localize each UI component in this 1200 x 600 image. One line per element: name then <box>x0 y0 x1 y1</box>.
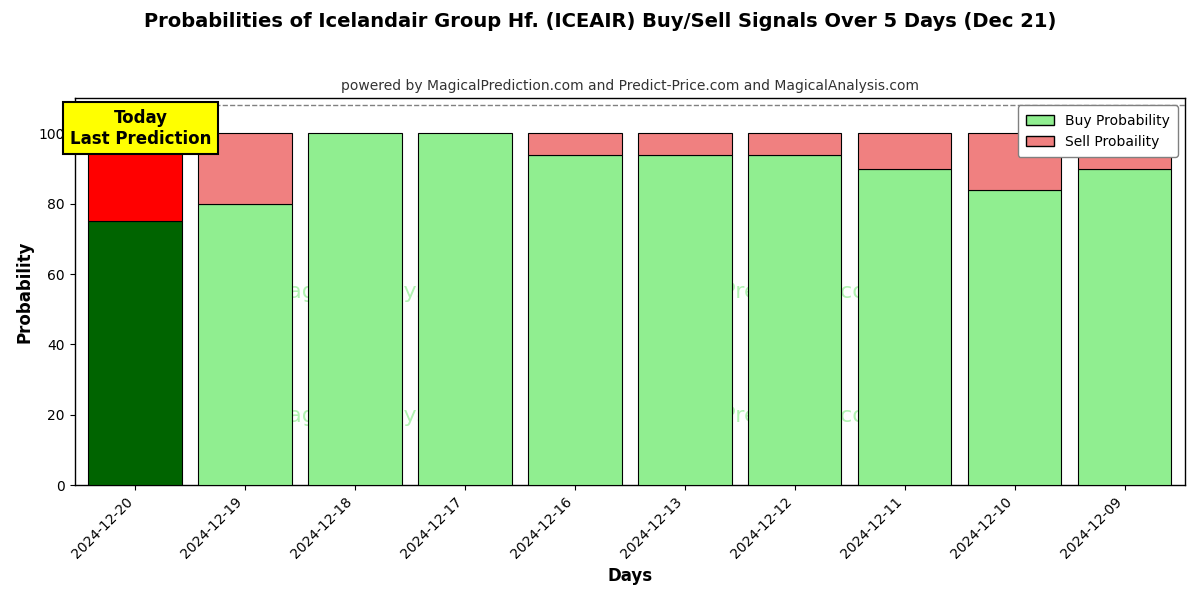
Y-axis label: Probability: Probability <box>16 241 34 343</box>
Bar <box>89 133 182 221</box>
Text: MagicalPrediction.com: MagicalPrediction.com <box>638 282 888 302</box>
Text: Today
Last Prediction: Today Last Prediction <box>70 109 211 148</box>
Text: MagicalAnalysis.com: MagicalAnalysis.com <box>270 406 502 425</box>
Bar <box>419 133 511 485</box>
Bar <box>528 133 622 155</box>
Bar <box>858 169 952 485</box>
Text: MagicalAnalysis.com: MagicalAnalysis.com <box>270 282 502 302</box>
Bar <box>198 133 292 204</box>
Bar <box>89 221 182 485</box>
Bar <box>198 204 292 485</box>
Bar <box>968 190 1061 485</box>
Bar <box>638 133 732 155</box>
Text: Probabilities of Icelandair Group Hf. (ICEAIR) Buy/Sell Signals Over 5 Days (Dec: Probabilities of Icelandair Group Hf. (I… <box>144 12 1056 31</box>
Bar <box>748 133 841 155</box>
Bar <box>1078 133 1171 169</box>
Bar <box>528 155 622 485</box>
Legend: Buy Probability, Sell Probaility: Buy Probability, Sell Probaility <box>1018 105 1178 157</box>
Bar <box>1078 169 1171 485</box>
X-axis label: Days: Days <box>607 567 653 585</box>
Bar <box>638 155 732 485</box>
Title: powered by MagicalPrediction.com and Predict-Price.com and MagicalAnalysis.com: powered by MagicalPrediction.com and Pre… <box>341 79 919 93</box>
Bar <box>968 133 1061 190</box>
Bar <box>308 133 402 485</box>
Text: MagicalPrediction.com: MagicalPrediction.com <box>638 406 888 425</box>
Bar <box>748 155 841 485</box>
Bar <box>858 133 952 169</box>
